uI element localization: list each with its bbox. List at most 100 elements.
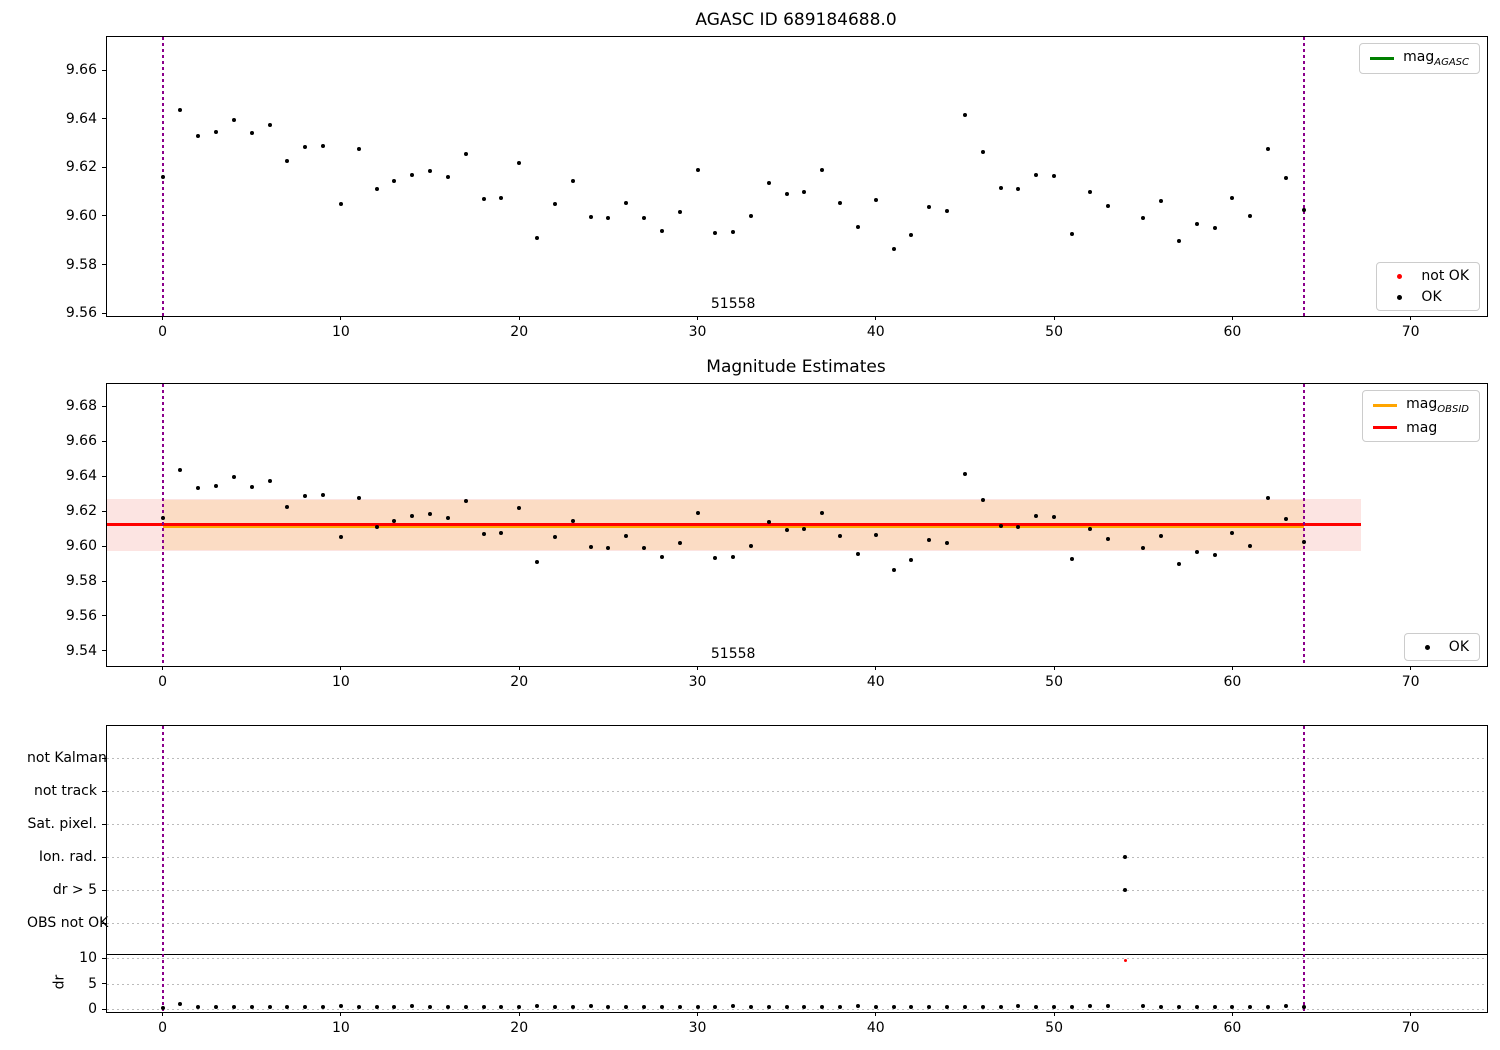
ok-point: [980, 497, 985, 502]
x-tick: [1053, 1012, 1055, 1016]
ok-point: [1159, 199, 1164, 204]
obsid-boundary-line: [161, 384, 164, 666]
x-tick: [1231, 1012, 1233, 1016]
ok-point: [891, 246, 896, 251]
ok-point: [1301, 207, 1306, 212]
dr-point: [677, 1005, 682, 1010]
dr-point: [820, 1004, 825, 1009]
y-tick-label: 9.62: [65, 503, 97, 520]
y-tick-label: 9.60: [65, 207, 97, 224]
ok-point: [695, 510, 700, 515]
legend-item: OK: [1415, 639, 1469, 655]
x-tick: [1410, 316, 1412, 320]
flag-point: [1123, 855, 1128, 859]
y-tick: [102, 856, 106, 858]
ok-point: [1194, 222, 1199, 227]
x-tick-label: 40: [866, 324, 885, 340]
dr-point: [1141, 1004, 1146, 1009]
ok-point: [962, 471, 967, 476]
ok-point: [731, 555, 736, 560]
x-tick-label: 20: [510, 674, 529, 690]
x-tick-label: 30: [688, 674, 707, 690]
dr-tick-label: 10: [79, 950, 97, 966]
mag-line: [107, 522, 1361, 526]
dr-point: [445, 1004, 450, 1009]
ok-point: [1141, 545, 1146, 550]
ok-point: [927, 537, 932, 542]
ok-point: [463, 152, 468, 157]
flag-row-label: Ion. rad.: [38, 849, 97, 865]
dr-point: [1301, 1005, 1306, 1010]
ok-point: [642, 216, 647, 221]
x-tick-label: 30: [688, 324, 707, 340]
ok-point: [1016, 524, 1021, 529]
ok-point: [552, 201, 557, 206]
ok-point: [1087, 526, 1092, 531]
legend-item: magAGASC: [1370, 49, 1469, 68]
dr-tick-label: 5: [88, 975, 97, 992]
y-tick: [102, 889, 106, 891]
legend-label: OK: [1421, 289, 1442, 305]
ok-point: [160, 516, 165, 521]
x-tick-label: 70: [1401, 674, 1420, 690]
dr-point: [873, 1004, 878, 1009]
ok-point: [642, 545, 647, 550]
legend-label: magAGASC: [1403, 49, 1469, 68]
ok-point: [1301, 539, 1306, 544]
ok-point: [802, 526, 807, 531]
flag-row-label: not Kalman: [27, 750, 107, 766]
y-tick: [102, 118, 106, 120]
ok-point: [428, 511, 433, 516]
ok-point: [356, 495, 361, 500]
ok-point: [784, 192, 789, 197]
ok-point: [1141, 216, 1146, 221]
dr-point: [713, 1004, 718, 1009]
dr-point: [891, 1005, 896, 1010]
ok-point: [1266, 495, 1271, 500]
legend-item: mag: [1373, 420, 1469, 436]
y-tick-label: 9.68: [65, 398, 97, 415]
y-tick: [102, 650, 106, 652]
dr-point: [410, 1004, 415, 1009]
dr-point: [321, 1005, 326, 1010]
ok-point: [1105, 204, 1110, 209]
dr-point: [338, 1004, 343, 1009]
dr-point: [1105, 1003, 1110, 1008]
dr-point: [1034, 1004, 1039, 1009]
dr-point: [909, 1004, 914, 1009]
flag-gridline: [107, 791, 1487, 792]
ok-point: [909, 233, 914, 238]
x-tick: [875, 1012, 877, 1016]
y-tick: [102, 475, 106, 477]
ok-point: [338, 201, 343, 206]
dr-point: [285, 1004, 290, 1009]
ok-point: [321, 493, 326, 498]
ok-point: [927, 205, 932, 210]
ok-point: [624, 200, 629, 205]
y-tick: [102, 405, 106, 407]
dr-gridline: [107, 958, 1487, 959]
obsid-boundary-line: [1302, 726, 1305, 1012]
ok-point: [570, 178, 575, 183]
x-tick-label: 20: [510, 324, 529, 340]
x-tick-label: 20: [510, 1020, 529, 1036]
ok-point: [624, 534, 629, 539]
ok-point: [1230, 530, 1235, 535]
ok-point: [303, 494, 308, 499]
y-tick-label: 9.56: [65, 305, 97, 322]
x-tick-label: 0: [158, 1020, 168, 1036]
legend-line-swatch: [1373, 403, 1398, 407]
flag-row-label: dr > 5: [52, 882, 97, 898]
legend-dot-swatch: [1397, 273, 1403, 279]
x-tick: [875, 316, 877, 320]
dr-point: [998, 1005, 1003, 1010]
ok-point: [695, 167, 700, 172]
ok-point: [178, 108, 183, 113]
x-tick: [162, 1012, 164, 1016]
dr-point: [731, 1004, 736, 1009]
ok-point: [160, 175, 165, 180]
dr-tick-label: 0: [88, 1001, 97, 1017]
dr-point: [463, 1005, 468, 1010]
obsid-annotation: 51558: [710, 646, 756, 662]
ok-point: [231, 118, 236, 123]
